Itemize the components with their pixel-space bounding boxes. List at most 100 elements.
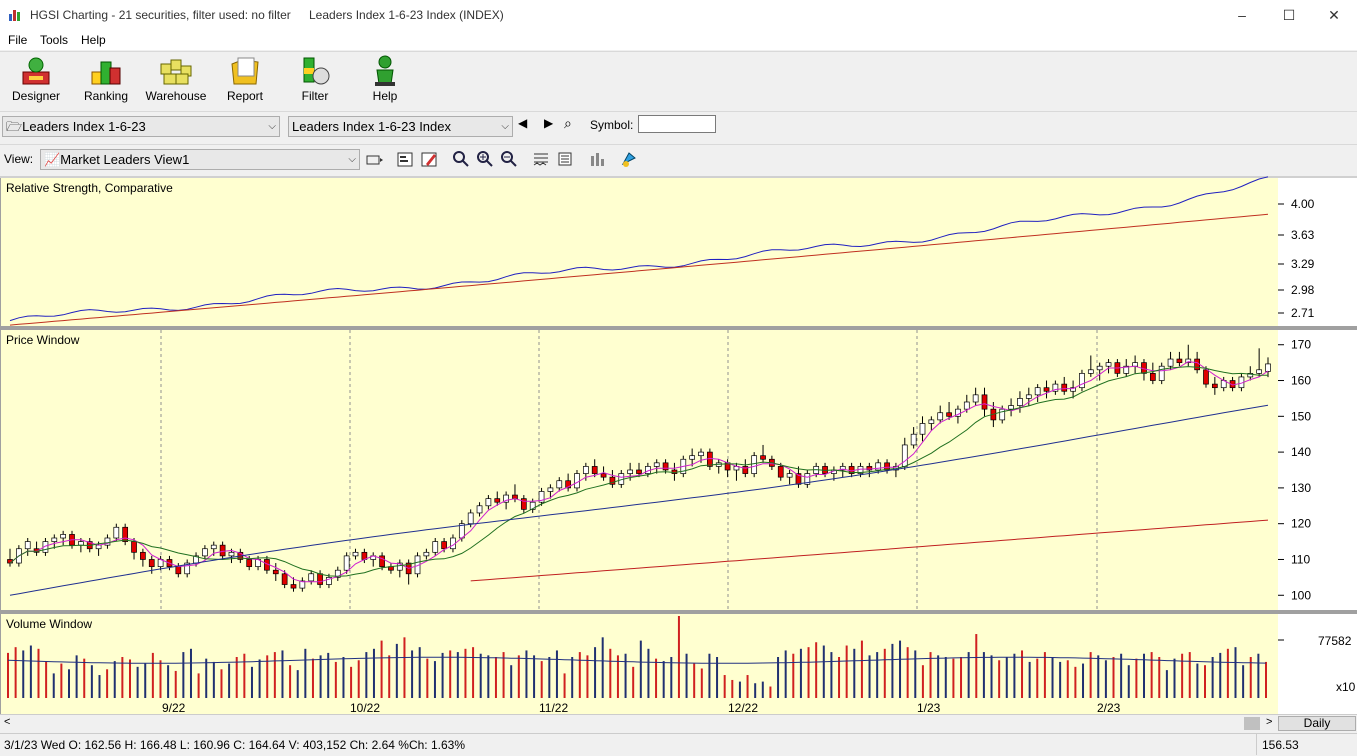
- candle: [476, 502, 483, 517]
- date-label: 11/22: [539, 701, 569, 715]
- designer-button[interactable]: Designer: [8, 54, 64, 106]
- candle-body: [795, 473, 802, 485]
- prev-security-button[interactable]: ◀: [518, 116, 528, 130]
- main-toolbar: Designer Ranking Warehouse Report Filter…: [0, 51, 1357, 109]
- close-button[interactable]: ✕: [1328, 7, 1340, 23]
- rs-tick-label: 2.98: [1291, 283, 1315, 297]
- candle-body: [476, 505, 483, 514]
- scroll-left-icon[interactable]: <: [4, 716, 11, 728]
- designer-icon: [22, 57, 50, 85]
- candle: [937, 405, 944, 424]
- candle-body: [175, 566, 182, 575]
- rs-tick-label: 3.29: [1291, 257, 1315, 271]
- last-price-status: 156.53: [1262, 738, 1299, 752]
- candle-body: [653, 462, 660, 467]
- candle: [1061, 376, 1068, 395]
- candle-body: [1043, 387, 1050, 392]
- candle: [1034, 384, 1041, 402]
- window-title: HGSI Charting - 21 securities, filter us…: [30, 8, 291, 22]
- date-label: 2/23: [1097, 701, 1121, 715]
- candle-body: [494, 498, 501, 503]
- zoom-icon[interactable]: [452, 150, 470, 168]
- candle-body: [565, 480, 571, 489]
- candle-body: [104, 537, 111, 546]
- candle: [485, 495, 492, 510]
- volume-axis: [1278, 614, 1357, 714]
- candle: [281, 570, 288, 589]
- bar-chart-icon[interactable]: [588, 150, 606, 168]
- candle-body: [972, 394, 979, 403]
- candle: [423, 548, 430, 560]
- candle-body: [1079, 373, 1085, 389]
- candle: [547, 484, 554, 499]
- edit-view-icon[interactable]: [420, 150, 438, 168]
- help-button[interactable]: Help: [364, 54, 406, 106]
- candle-body: [299, 580, 306, 589]
- candle-body: [334, 569, 341, 578]
- warehouse-button[interactable]: Warehouse: [144, 54, 208, 106]
- candle-body: [219, 544, 226, 557]
- compress-icon[interactable]: [532, 150, 550, 168]
- quote-status: 3/1/23 Wed O: 162.56 H: 166.48 L: 160.96…: [4, 738, 465, 752]
- ranking-icon: [91, 61, 121, 85]
- folder-icon: 🗁: [6, 119, 23, 134]
- minimize-button[interactable]: –: [1238, 7, 1246, 23]
- view-menu-icon[interactable]: [366, 151, 384, 169]
- candle-body: [866, 466, 873, 471]
- report-button[interactable]: Report: [222, 54, 268, 106]
- candle: [122, 523, 129, 546]
- candle-body: [1247, 373, 1254, 378]
- candle-body: [503, 494, 509, 503]
- security-select[interactable]: Leaders Index 1-6-23 Index ⌵: [288, 116, 513, 137]
- candle: [334, 566, 341, 581]
- zoom-out-icon[interactable]: [500, 150, 518, 168]
- candle-body: [963, 401, 970, 410]
- list-icon[interactable]: [556, 150, 574, 168]
- candle-body: [1070, 387, 1076, 392]
- candle: [1123, 359, 1130, 377]
- scroll-thumb[interactable]: [1244, 717, 1260, 730]
- chart-canvas: 4.00 3.63 3.29 2.98 2.71 170 160 150 140 130 120 11…: [1, 176, 1357, 714]
- rs-ma-line: [9, 213, 1269, 326]
- next-security-button[interactable]: ▶: [544, 116, 554, 130]
- view-select[interactable]: 📈Market Leaders View1 ⌵: [40, 149, 360, 170]
- list-select-value: Leaders Index 1-6-23: [22, 119, 146, 134]
- maximize-button[interactable]: ☐: [1282, 7, 1296, 23]
- filter-label: Filter: [301, 89, 329, 103]
- price-tick-label: 170: [1291, 338, 1311, 352]
- period-button[interactable]: Daily: [1278, 716, 1356, 731]
- properties-icon[interactable]: [396, 150, 414, 168]
- candle: [1096, 362, 1103, 381]
- candle: [140, 548, 146, 567]
- candle-body: [574, 473, 580, 489]
- candle: [299, 577, 306, 592]
- horizontal-scrollbar[interactable]: < 9/22 10/22 11/22 12/22 1/23 2/23 > Daily: [0, 701, 1357, 733]
- scroll-right-icon[interactable]: >: [1266, 716, 1273, 728]
- menu-help[interactable]: Help: [81, 33, 106, 47]
- candle-body: [751, 455, 758, 474]
- candle-body: [246, 559, 253, 567]
- binoculars-icon[interactable]: ⌕: [564, 115, 572, 131]
- candle-body: [1132, 362, 1138, 367]
- candle-body: [919, 423, 926, 435]
- candle-body: [184, 562, 191, 575]
- ranking-button[interactable]: Ranking: [78, 54, 134, 106]
- menu-file[interactable]: File: [8, 33, 28, 47]
- paint-icon[interactable]: [620, 150, 638, 168]
- candle: [1079, 369, 1085, 392]
- zoom-in-icon[interactable]: [476, 150, 494, 168]
- candle: [1211, 376, 1218, 395]
- candle: [795, 466, 802, 488]
- candle: [184, 559, 191, 578]
- candle-body: [981, 394, 988, 410]
- candle-body: [1034, 387, 1041, 396]
- candle-body: [42, 541, 49, 553]
- candle-body: [140, 551, 146, 560]
- list-select[interactable]: 🗁Leaders Index 1-6-23 ⌵: [2, 116, 280, 137]
- candle: [202, 545, 208, 560]
- candle-body: [520, 498, 527, 510]
- menu-tools[interactable]: Tools: [40, 33, 69, 47]
- filter-button[interactable]: Filter: [294, 54, 336, 106]
- symbol-input[interactable]: [638, 115, 716, 133]
- rs-panel-title: Relative Strength, Comparative: [6, 181, 173, 195]
